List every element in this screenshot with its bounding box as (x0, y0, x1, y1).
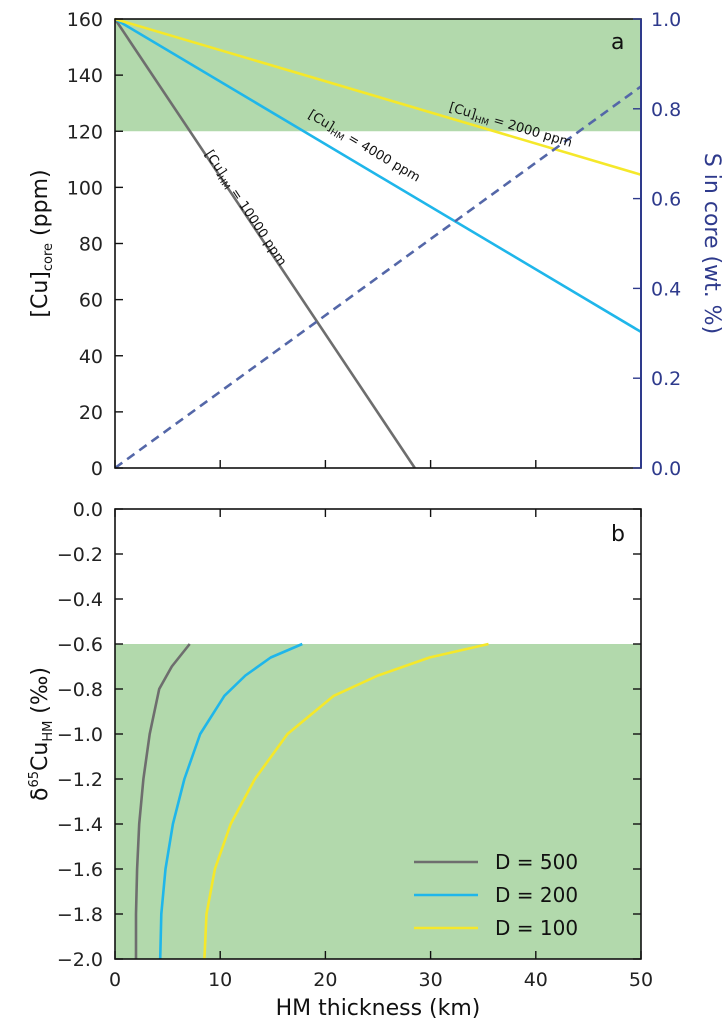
panel-b-shaded-region (115, 644, 641, 959)
panel-a-y-tick-label: 40 (79, 346, 103, 368)
panel-b-y-label-sup: 65 (27, 771, 42, 788)
panel-a-right-axis-label: S in core (wt. %) (699, 153, 724, 334)
panel-b-y-tick-label: −0.4 (57, 589, 103, 611)
panel-b-y-tick-label: −1.0 (57, 724, 103, 746)
panel-a-y-tick-label: 160 (67, 9, 103, 31)
line-label-main: [Cu] (201, 148, 229, 179)
panel-a-y-label-sub: core (41, 243, 56, 271)
panel-a-right-tick-label: 1.0 (651, 9, 681, 31)
panel-b-x-tick-label: 30 (419, 969, 443, 991)
panel-a-right-tick-label: 0.4 (651, 278, 681, 300)
line-label-sub: HM (473, 115, 490, 129)
panel-b-series-line-0 (134, 643, 191, 959)
line-label-tail: = 10000 ppm (225, 183, 290, 269)
panel-a-y-label-tail: (ppm) (28, 169, 53, 243)
panel-b-y-tick-label: −1.2 (57, 769, 103, 791)
panel-a-y-tick-label: 20 (79, 402, 103, 424)
panel-a-series (113, 17, 642, 470)
panel-b-series (134, 642, 489, 960)
panel-a-right-tick-label: 0.2 (651, 368, 681, 390)
panel-a-series-line-1 (114, 17, 642, 334)
panel-b-y-label-main: δ (28, 788, 53, 801)
panel-a-y-label-main: [Cu] (28, 271, 53, 317)
panel-a-y-tick-label: 0 (91, 458, 103, 480)
panel-b-y-label-sub: HM (41, 721, 56, 742)
panel-b-x-axis-label: HM thickness (km) (276, 996, 481, 1021)
panel-b-label: b (611, 522, 625, 547)
panel-a-y-tick-label: 120 (67, 121, 103, 143)
panel-b-x-tick-label: 10 (208, 969, 232, 991)
panel-b-y-tick-label: −1.4 (57, 814, 103, 836)
panel-b-y-tick-label: −2.0 (57, 949, 103, 971)
panel-b-y-axis-label: δ65CuHM (‰) (27, 667, 56, 801)
panel-a-y-axis-label: [Cu]core (ppm) (28, 169, 56, 317)
panel-b-x-tick-label: 40 (524, 969, 548, 991)
panel-b-x-tick-label: 50 (629, 969, 653, 991)
panel-a-series-line-0 (113, 18, 416, 469)
panel-a-shaded-region (115, 19, 641, 132)
panel-b-y-tick-label: 0.0 (73, 499, 103, 521)
panel-b-y-label-tail: (‰) (28, 667, 53, 721)
legend-label-1: D = 200 (495, 883, 578, 907)
panel-a-line-label-0: [Cu]HM = 10000 ppm (200, 148, 290, 270)
legend-label-0: D = 500 (495, 850, 578, 874)
panel-a-y-tick-label: 80 (79, 234, 103, 256)
panel-a-right-tick-label: 0.6 (651, 189, 681, 211)
panel-b-y-tick-label: −0.8 (57, 679, 103, 701)
panel-b-y-tick-label: −1.8 (57, 904, 103, 926)
panel-b-y-label-mid: Cu (28, 742, 53, 771)
panel-b: 0 10 20 30 40 50 0.0 −0.2 −0.4 −0.6 −0.8 −1.0 −1.2 −1… (27, 499, 653, 1021)
panel-a-label: a (611, 30, 624, 55)
panel-a-right-tick-label: 0.0 (651, 458, 681, 480)
panel-a-y-tick-label: 100 (67, 177, 103, 199)
panel-a: [Cu]HM = 10000 ppm[Cu]HM = 4000 ppm[Cu]H… (28, 9, 724, 480)
panel-a-y-tick-label: 60 (79, 290, 103, 312)
panel-b-y-tick-label: −0.2 (57, 544, 103, 566)
panel-b-series-line-1 (158, 642, 303, 960)
panel-b-legend: D = 500 D = 200 D = 100 (414, 850, 578, 940)
panel-b-x-tick-label: 20 (313, 969, 337, 991)
line-label-main: [Cu] (447, 100, 478, 122)
panel-a-series-line-3 (114, 85, 642, 470)
panel-a-y-tick-label: 140 (67, 65, 103, 87)
legend-label-2: D = 100 (495, 916, 578, 940)
panel-b-ticks: 0 10 20 30 40 50 0.0 −0.2 −0.4 −0.6 −0.8 −1.0 −1.2 −1… (57, 499, 653, 991)
panel-a-ticks: 0 20 40 60 80 100 120 140 160 0.0 0.2 0.4 0.6 0.8 1.0 (67, 9, 681, 480)
panel-b-series-line-2 (203, 642, 489, 960)
panel-b-y-tick-label: −1.6 (57, 859, 103, 881)
panel-b-x-tick-label: 0 (109, 969, 121, 991)
panel-b-y-tick-label: −0.6 (57, 634, 103, 656)
panel-a-right-tick-label: 0.8 (651, 99, 681, 121)
